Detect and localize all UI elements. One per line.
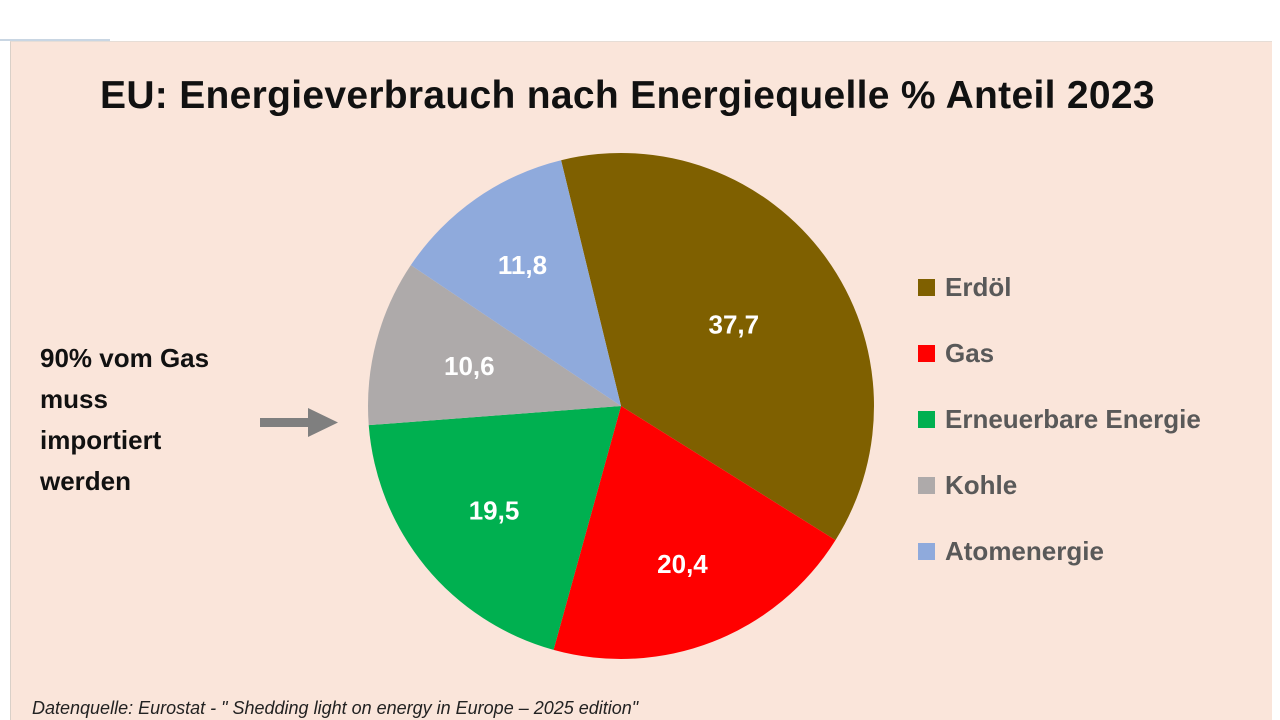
chart-title: EU: Energieverbrauch nach Energiequelle … [100,74,1155,117]
legend-label: Erneuerbare Energie [945,403,1201,434]
pie-slice-labels: 37,7 20,4 19,5 10,6 11,8 [444,250,759,579]
legend-label: Kohle [945,469,1018,500]
legend-label: Atomenergie [945,535,1104,566]
legend-item-erdoel: Erdöl [918,254,1268,320]
legend-swatch [918,344,935,362]
chart-legend: Erdöl Gas Erneuerbare Energie Kohle Atomener… [918,254,1268,584]
pie-slice-atomenergie [410,160,621,406]
legend-item-atomenergie: Atomenergie [918,518,1268,584]
pie-slice-erneuerbare-energie [368,406,621,650]
annotation-arrow [260,408,338,437]
legend-swatch [918,476,935,494]
legend-item-gas: Gas [918,320,1268,386]
pie-slice-gas [553,406,836,659]
arrow-shaft [260,418,310,427]
legend-label: Gas [945,337,995,368]
data-label-atomenergie: 11,8 [498,250,547,280]
top-divider [0,39,110,41]
pie-slices [368,153,875,659]
legend-item-erneuerbare-energie: Erneuerbare Energie [918,386,1268,452]
pie-slice-erdoel [561,153,875,541]
arrow-head [308,408,338,437]
data-label-gas: 20,4 [657,549,708,579]
legend-swatch [918,410,935,428]
gas-import-annotation: 90% vom Gas muss importiert werden [40,343,210,496]
data-label-erdoel: 37,7 [708,310,759,340]
data-source-note: Datenquelle: Eurostat - " Shedding light… [32,698,639,718]
legend-swatch [918,542,935,560]
legend-swatch [918,278,935,296]
pie-slice-kohle [368,265,621,426]
legend-label: Erdöl [945,271,1012,302]
data-label-erneuerbare-energie: 19,5 [469,495,520,525]
legend-item-kohle: Kohle [918,452,1268,518]
data-label-kohle: 10,6 [444,351,495,381]
